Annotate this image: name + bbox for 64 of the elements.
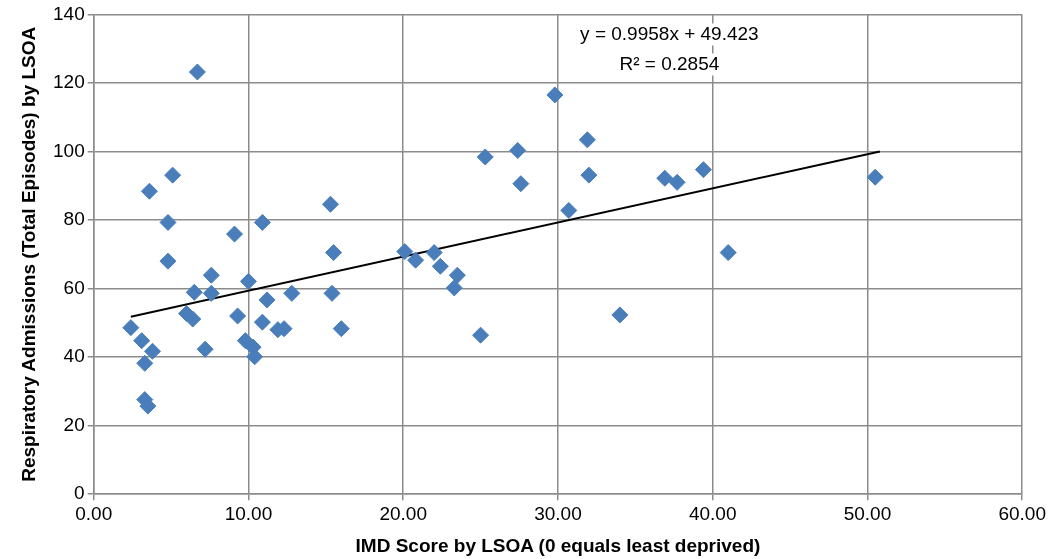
- y-tick-label: 40: [63, 345, 85, 367]
- x-tick-label: 30.00: [534, 502, 582, 524]
- point: [188, 63, 206, 81]
- point: [229, 307, 247, 325]
- point: [578, 131, 596, 149]
- point: [560, 201, 578, 219]
- point: [512, 175, 530, 193]
- point: [668, 173, 686, 191]
- point: [122, 319, 140, 337]
- x-tick-label: 50.00: [843, 502, 892, 524]
- y-tick-label: 120: [53, 71, 85, 93]
- y-axis-title: Respiratory Admissions (Total Episodes) by LSOA: [18, 26, 40, 482]
- point: [283, 284, 301, 302]
- point: [253, 313, 271, 331]
- x-axis-title: IMD Score by LSOA (0 equals least deprived): [355, 535, 761, 556]
- annotation: R² = 0.2854: [619, 52, 720, 74]
- point: [445, 279, 463, 297]
- point: [476, 148, 494, 166]
- point: [332, 320, 350, 338]
- point: [159, 213, 177, 231]
- point: [133, 332, 151, 350]
- point: [253, 213, 271, 231]
- point: [866, 168, 884, 186]
- y-tick-label: 20: [63, 413, 85, 435]
- point: [144, 342, 162, 360]
- point: [164, 166, 182, 184]
- point: [431, 257, 449, 275]
- point: [136, 354, 154, 372]
- y-tick-label: 80: [63, 208, 85, 230]
- point: [472, 326, 490, 344]
- point: [239, 272, 257, 290]
- point: [425, 244, 443, 262]
- point: [258, 291, 276, 309]
- point: [509, 141, 527, 159]
- y-tick-label: 60: [63, 276, 85, 298]
- y-tick-label: 0: [74, 482, 85, 504]
- x-tick-label: 60.00: [998, 502, 1046, 524]
- point: [202, 266, 220, 284]
- point: [196, 340, 214, 358]
- point: [656, 169, 674, 187]
- y-tick-label: 100: [53, 139, 85, 161]
- point: [719, 244, 737, 262]
- point: [184, 310, 202, 328]
- point: [546, 86, 564, 104]
- y-tick-label: 140: [53, 2, 85, 24]
- x-tick-label: 0.00: [75, 502, 113, 524]
- point: [325, 244, 343, 262]
- point: [140, 182, 158, 200]
- point: [396, 243, 414, 261]
- point: [407, 251, 425, 269]
- point: [159, 252, 177, 270]
- point: [448, 266, 466, 284]
- point: [323, 284, 341, 302]
- x-tick-label: 20.00: [379, 502, 427, 524]
- annotation: y = 0.9958x + 49.423: [580, 22, 759, 44]
- point: [202, 284, 220, 302]
- point: [321, 195, 339, 213]
- point: [185, 283, 203, 301]
- point: [694, 161, 712, 179]
- point: [226, 225, 244, 243]
- x-tick-label: 10.00: [224, 502, 273, 524]
- point: [580, 166, 598, 184]
- point: [611, 306, 629, 324]
- x-tick-label: 40.00: [688, 502, 737, 524]
